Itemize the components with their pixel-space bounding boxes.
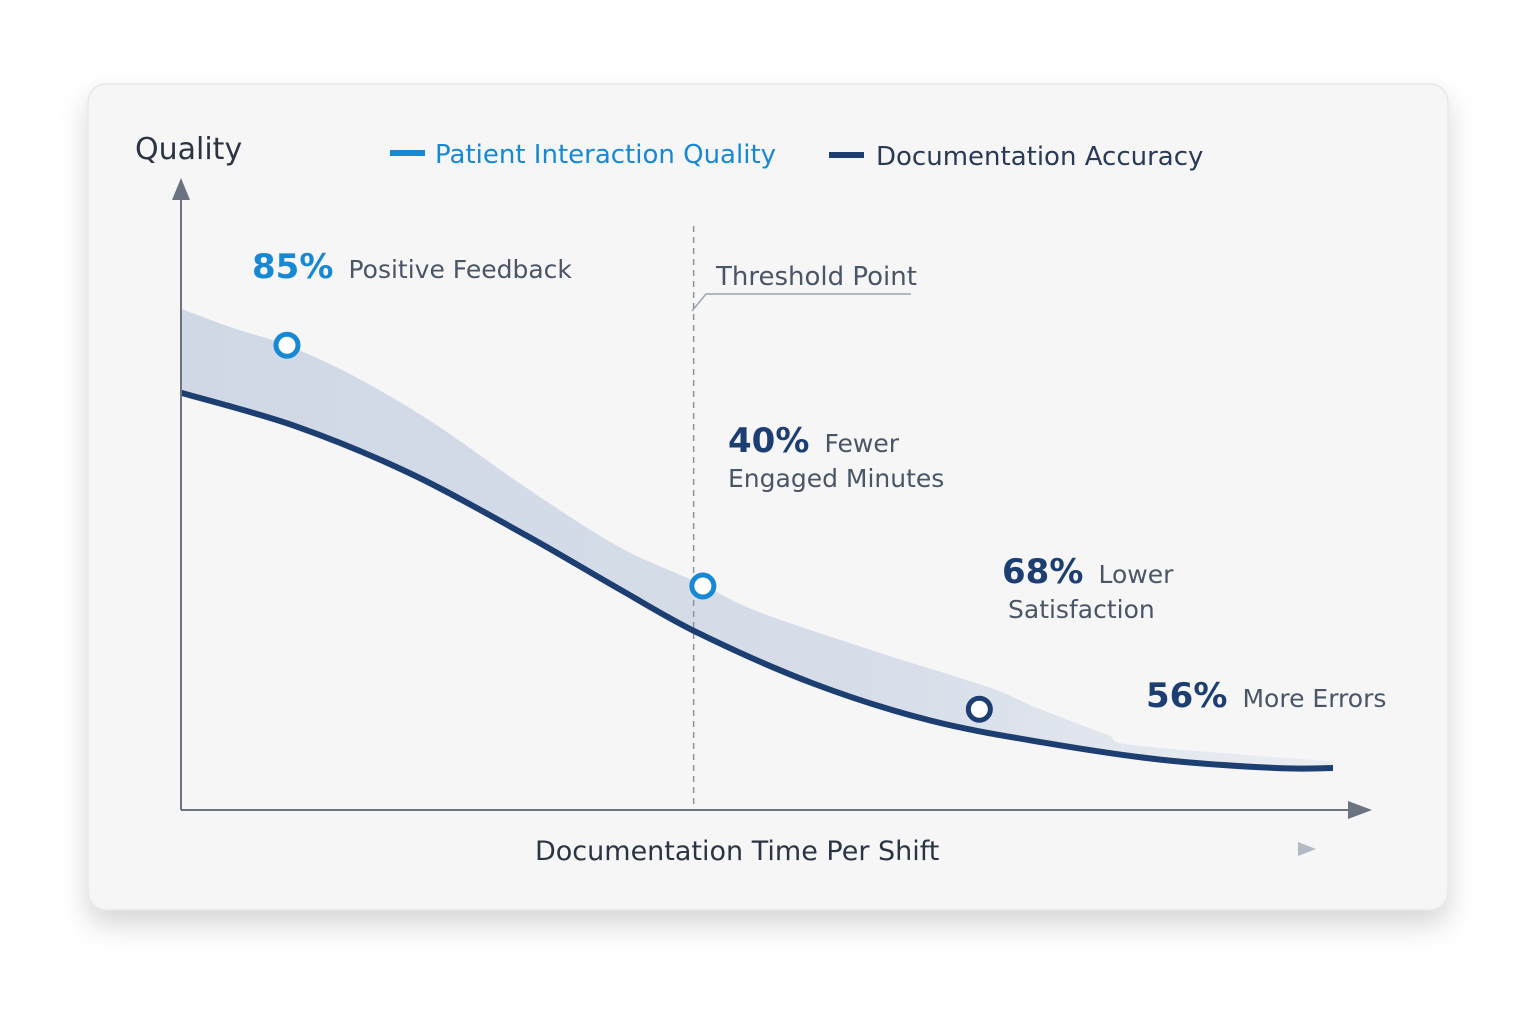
- annotation-85-text: Positive Feedback: [348, 255, 572, 284]
- threshold-callout-leader: [691, 293, 911, 312]
- annotation-40-text2: Engaged Minutes: [728, 464, 944, 493]
- legend: Patient Interaction Quality Documentatio…: [390, 140, 1203, 172]
- legend-label-patient-interaction: Patient Interaction Quality: [435, 140, 776, 170]
- y-axis-label: Quality: [135, 132, 242, 167]
- series-line-documentation-accuracy: [180, 389, 1334, 772]
- legend-label-documentation-accuracy: Documentation Accuracy: [876, 142, 1203, 172]
- annotation-68-value: 68%: [1002, 552, 1083, 592]
- annotation-56-value: 56%: [1146, 676, 1227, 716]
- annotation-68-text: Lower: [1098, 560, 1174, 589]
- y-axis-arrow-icon: [172, 178, 190, 200]
- plot-area: [180, 226, 1334, 808]
- data-point-marker-1: [273, 331, 301, 359]
- annotation-85-value: 85%: [252, 247, 333, 287]
- annotation-40-fewer: 40% Fewer: [728, 421, 900, 461]
- annotation-40-value: 40%: [728, 421, 809, 461]
- data-point-marker-2: [689, 572, 717, 600]
- annotation-56-more-errors: 56% More Errors: [1146, 676, 1386, 716]
- threshold-label: Threshold Point: [715, 262, 917, 292]
- annotation-68-text2: Satisfaction: [1008, 595, 1155, 624]
- x-axis-label: Documentation Time Per Shift: [535, 836, 939, 867]
- annotation-40-text: Fewer: [824, 429, 899, 458]
- annotation-56-text: More Errors: [1242, 684, 1386, 713]
- chart-card: [87, 83, 1449, 911]
- data-point-marker-3: [965, 695, 993, 723]
- x-axis-arrow-icon: [1348, 801, 1372, 819]
- annotation-68-lower: 68% Lower: [1002, 552, 1174, 592]
- annotation-85-positive-feedback: 85% Positive Feedback: [252, 247, 572, 287]
- x-label-arrow-icon: [1298, 842, 1316, 856]
